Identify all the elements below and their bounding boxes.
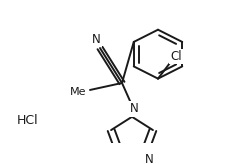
Text: N: N <box>144 153 153 164</box>
Text: N: N <box>129 102 138 115</box>
Text: Me: Me <box>70 87 86 97</box>
Text: N: N <box>91 33 100 46</box>
Text: Cl: Cl <box>169 50 181 63</box>
Text: HCl: HCl <box>17 114 39 127</box>
